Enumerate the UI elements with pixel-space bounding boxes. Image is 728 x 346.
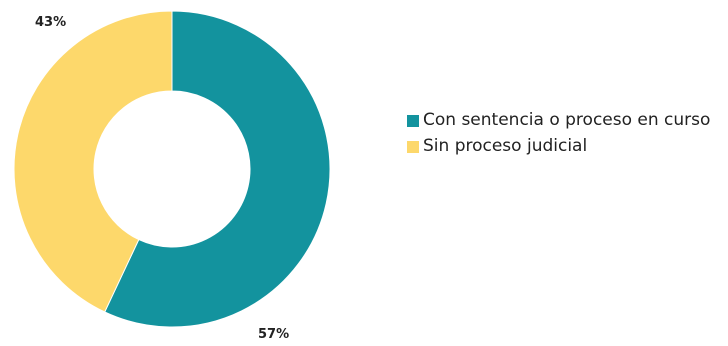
- legend-item-sin-proceso: Sin proceso judicial: [407, 136, 725, 156]
- donut-slice-con-sentencia: [104, 10, 331, 328]
- legend-item-con-sentencia: Con sentencia o proceso en curso: [407, 110, 725, 130]
- slice-label-con-sentencia: 57%: [258, 327, 290, 342]
- legend-swatch-sin-proceso: [407, 141, 419, 153]
- slice-label-sin-proceso: 43%: [35, 15, 67, 30]
- legend-label-sin-proceso: Sin proceso judicial: [423, 136, 588, 156]
- donut-slice-sin-proceso: [13, 10, 173, 313]
- legend-label-con-sentencia: Con sentencia o proceso en curso: [423, 110, 711, 130]
- legend-swatch-con-sentencia: [407, 115, 419, 127]
- legend: Con sentencia o proceso en curso Sin pro…: [407, 110, 725, 162]
